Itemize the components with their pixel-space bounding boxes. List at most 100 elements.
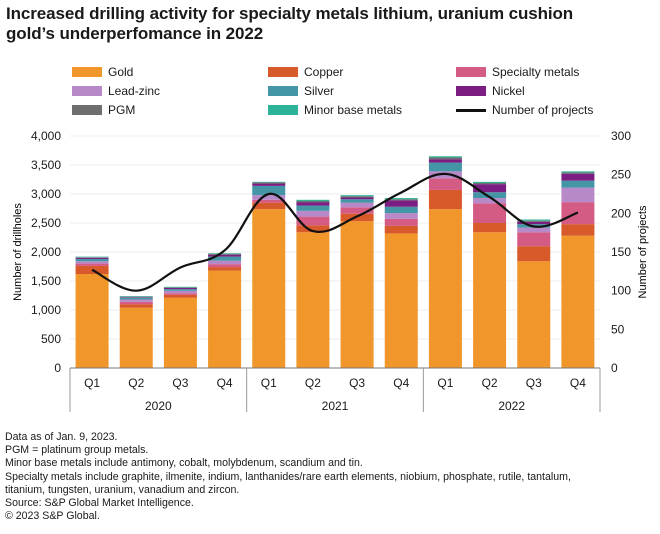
bar-specialty-metals-6 bbox=[296, 216, 330, 226]
bar-pgm-7 bbox=[340, 196, 374, 198]
legend-label-silver: Silver bbox=[304, 84, 335, 98]
bar-pgm-10 bbox=[473, 182, 507, 185]
note-pgm: PGM = platinum group metals. bbox=[5, 444, 149, 457]
bar-minor-base-metals-3 bbox=[163, 286, 197, 288]
bar-lead-zinc-1 bbox=[75, 261, 109, 264]
note-minor-base-metals: Minor base metals include antimony, coba… bbox=[5, 457, 363, 470]
bar-copper-3 bbox=[163, 294, 197, 298]
legend-label-number-of-projects: Number of projects bbox=[492, 103, 594, 117]
bar-gold-12 bbox=[561, 235, 595, 368]
bar-silver-12 bbox=[561, 180, 595, 188]
axes: 0 500 1,000 1,500 2,000 2,500 3,000 3,500 4,000 0… bbox=[31, 129, 631, 413]
bar-copper-6 bbox=[296, 225, 330, 233]
bar-nickel-12 bbox=[561, 173, 595, 181]
bar-nickel-9 bbox=[428, 159, 462, 163]
x-tick-label: Q4 bbox=[570, 376, 586, 390]
bar-specialty-metals-8 bbox=[384, 218, 418, 226]
bar-silver-5 bbox=[252, 185, 286, 196]
bar-lead-zinc-10 bbox=[473, 198, 507, 204]
note-source: Source: S&P Global Market Intelligence. bbox=[5, 497, 194, 510]
bar-copper-11 bbox=[517, 246, 551, 262]
legend-item-minor-base-metals: Minor base metals bbox=[268, 102, 402, 118]
legend-label-lead-zinc: Lead-zinc bbox=[108, 84, 161, 98]
y-tick-right: 100 bbox=[611, 284, 631, 298]
legend-item-nickel: Nickel bbox=[456, 83, 525, 99]
bar-specialty-metals-7 bbox=[340, 207, 374, 214]
x-tick-label: Q1 bbox=[84, 376, 100, 390]
bar-gold-6 bbox=[296, 232, 330, 368]
note-data-date: Data as of Jan. 9, 2023. bbox=[5, 431, 118, 443]
x-tick-label: Q1 bbox=[261, 376, 277, 390]
bar-minor-base-metals-7 bbox=[340, 195, 374, 197]
bar-lead-zinc-6 bbox=[296, 210, 330, 217]
bar-copper-4 bbox=[208, 267, 242, 271]
bar-nickel-7 bbox=[340, 197, 374, 200]
x-tick-label: Q3 bbox=[172, 376, 188, 390]
x-tick-label: Q4 bbox=[217, 376, 233, 390]
bar-specialty-metals-1 bbox=[75, 263, 109, 266]
bar-minor-base-metals-1 bbox=[75, 256, 109, 258]
x-tick-label: Q4 bbox=[393, 376, 409, 390]
note-copyright: © 2023 S&P Global. bbox=[5, 510, 100, 523]
x-tick-label: Q3 bbox=[349, 376, 365, 390]
bar-pgm-5 bbox=[252, 182, 286, 184]
note-specialty-metals-2: titanium, tungsten, uranium, vanadium an… bbox=[5, 483, 240, 496]
y-tick-left: 500 bbox=[41, 332, 61, 346]
bar-pgm-9 bbox=[428, 157, 462, 160]
bar-minor-base-metals-8 bbox=[384, 198, 418, 200]
chart-canvas: 0 500 1,000 1,500 2,000 2,500 3,000 3,500 4,000 0… bbox=[12, 129, 649, 413]
x-tick-label: Q3 bbox=[526, 376, 542, 390]
bar-minor-base-metals-2 bbox=[119, 296, 153, 297]
legend-swatch-pgm bbox=[72, 105, 102, 115]
legend-swatch-specialty-metals bbox=[456, 67, 486, 77]
x-tick-label: Q1 bbox=[437, 376, 453, 390]
bar-lead-zinc-4 bbox=[208, 260, 242, 265]
bar-specialty-metals-11 bbox=[517, 232, 551, 247]
bar-copper-10 bbox=[473, 223, 507, 233]
x-tick-label: Q2 bbox=[482, 376, 498, 390]
bar-silver-1 bbox=[75, 258, 109, 262]
bar-minor-base-metals-9 bbox=[428, 156, 462, 158]
y-tick-left: 3,500 bbox=[31, 158, 61, 172]
bar-pgm-12 bbox=[561, 172, 595, 174]
bar-lead-zinc-8 bbox=[384, 213, 418, 219]
bar-nickel-5 bbox=[252, 183, 286, 186]
legend-label-nickel: Nickel bbox=[492, 84, 525, 98]
bar-pgm-11 bbox=[517, 220, 551, 222]
legend-item-gold: Gold bbox=[72, 64, 133, 80]
year-label-2020: 2020 bbox=[145, 399, 172, 413]
legend-item-silver: Silver bbox=[268, 83, 334, 99]
bar-gold-11 bbox=[517, 261, 551, 368]
y-tick-left: 2,500 bbox=[31, 216, 61, 230]
bar-minor-base-metals-12 bbox=[561, 171, 595, 173]
bar-minor-base-metals-6 bbox=[296, 199, 330, 201]
bar-gold-4 bbox=[208, 270, 242, 368]
bars bbox=[75, 156, 595, 368]
legend-line-number-of-projects bbox=[456, 108, 486, 112]
legend-swatch-gold bbox=[72, 67, 102, 77]
bar-minor-base-metals-10 bbox=[473, 181, 507, 183]
y-tick-left: 0 bbox=[54, 361, 61, 375]
legend-swatch-silver bbox=[268, 86, 298, 96]
note-specialty-metals-1: Specialty metals include graphite, ilmen… bbox=[5, 470, 571, 483]
bar-copper-8 bbox=[384, 225, 418, 234]
y-tick-left: 1,500 bbox=[31, 274, 61, 288]
y-axis-label-left: Number of drillholes bbox=[12, 203, 24, 301]
bar-pgm-8 bbox=[384, 199, 418, 201]
legend-item-pgm: PGM bbox=[72, 102, 135, 118]
bar-lead-zinc-5 bbox=[252, 195, 286, 200]
bar-nickel-10 bbox=[473, 184, 507, 193]
bar-gold-10 bbox=[473, 232, 507, 368]
chart-title: Increased drilling activity for specialt… bbox=[6, 4, 656, 44]
bar-silver-9 bbox=[428, 162, 462, 172]
legend-item-lead-zinc: Lead-zinc bbox=[72, 83, 160, 99]
bar-gold-7 bbox=[340, 221, 374, 368]
bar-pgm-3 bbox=[163, 287, 197, 288]
bar-pgm-1 bbox=[75, 257, 109, 258]
year-label-2021: 2021 bbox=[322, 399, 349, 413]
bar-gold-1 bbox=[75, 274, 109, 368]
bar-nickel-2 bbox=[119, 297, 153, 298]
y-tick-right: 50 bbox=[611, 322, 625, 336]
bar-gold-3 bbox=[163, 297, 197, 368]
bar-copper-2 bbox=[119, 304, 153, 308]
